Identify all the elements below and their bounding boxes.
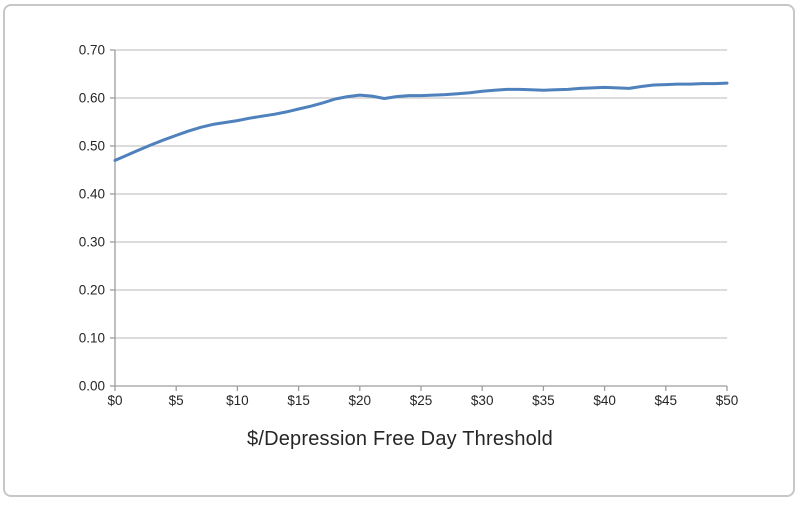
- y-tick-label: 0.00: [79, 379, 105, 394]
- y-tick-label: 0.60: [79, 91, 105, 106]
- x-axis-title: $/Depression Free Day Threshold: [247, 428, 553, 450]
- y-tick-label: 0.70: [79, 43, 105, 58]
- x-tick-label: $5: [169, 393, 184, 408]
- x-tick-label: $0: [107, 393, 122, 408]
- x-tick-label: $30: [471, 393, 494, 408]
- x-tick-label: $40: [593, 393, 616, 408]
- x-tick-label: $45: [655, 393, 678, 408]
- x-tick-label: $20: [349, 393, 372, 408]
- y-tick-label: 0.50: [79, 139, 105, 154]
- y-tick-label: 0.40: [79, 187, 105, 202]
- y-tick-label: 0.30: [79, 235, 105, 250]
- y-tick-label: 0.20: [79, 283, 105, 298]
- data-series-line: [113, 81, 729, 162]
- x-tick-label: $35: [532, 393, 555, 408]
- x-tick-label: $50: [716, 393, 739, 408]
- x-tick-label: $15: [287, 393, 310, 408]
- y-tick-label: 0.10: [79, 331, 105, 346]
- x-tick-label: $10: [226, 393, 249, 408]
- x-tick-label: $25: [410, 393, 433, 408]
